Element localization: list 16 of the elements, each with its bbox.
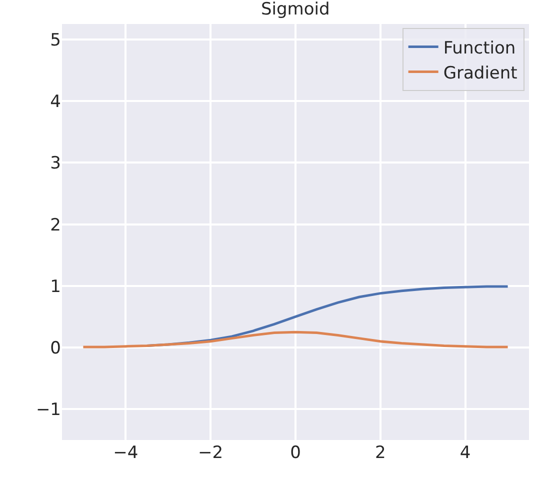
y-tick-label: 1	[50, 276, 61, 297]
x-tick-label: 0	[290, 443, 301, 463]
y-tick-label: 4	[50, 92, 61, 112]
legend-label: Function	[443, 38, 516, 58]
y-tick-label: 2	[50, 215, 61, 236]
legend-label: Gradient	[443, 63, 518, 84]
y-tick-label: 0	[50, 338, 61, 359]
line-series	[82, 330, 510, 348]
x-tick-label: −2	[198, 443, 224, 463]
x-tick-label: −4	[113, 443, 138, 463]
y-tick-label: −1	[36, 400, 61, 420]
x-tick-label: 4	[460, 443, 471, 463]
x-tick-label: 2	[374, 443, 386, 463]
y-tick-label: 5	[50, 30, 61, 50]
chart-title: Sigmoid	[260, 0, 330, 20]
y-tick-label: 3	[50, 154, 61, 174]
